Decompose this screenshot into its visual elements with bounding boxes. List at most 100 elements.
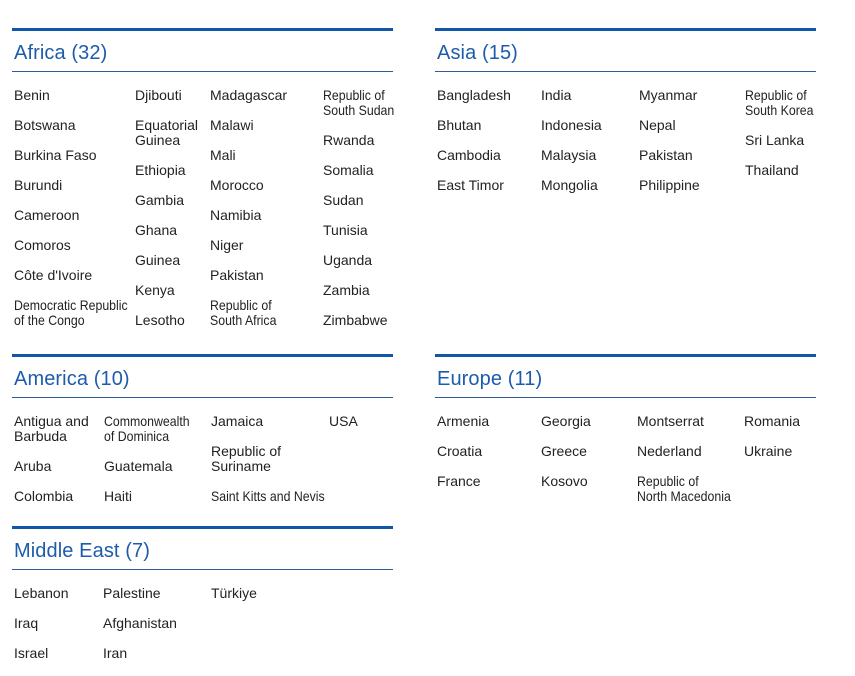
section-africa: Africa (32) Benin Botswana Burkina Faso Buru… [12,28,394,354]
country-item[interactable]: Aruba [14,458,52,474]
country-item[interactable]: Türkiye [211,585,257,601]
country-column: Armenia Croatia France [437,414,541,519]
country-item[interactable]: Malaysia [541,147,597,163]
country-column: Djibouti Equatorial Guinea Ethiopia Gambia G… [135,88,210,343]
country-item[interactable]: Palestine [103,585,161,601]
country-item[interactable]: Niger [210,237,244,253]
country-column: Commonwealth of Dominica Guatemala Haiti [104,414,211,519]
country-item[interactable]: Ghana [135,222,178,238]
country-item[interactable]: Republic of Suriname [211,443,282,474]
country-item[interactable]: Democratic Republic of the Congo [14,297,128,328]
country-item[interactable]: Malawi [210,117,254,133]
country-item[interactable]: Guatemala [104,458,173,474]
country-item[interactable]: Lesotho [135,312,185,328]
section-title: Middle East (7) [12,529,393,570]
country-column: Jamaica Republic of Suriname Saint Kitts a… [211,414,329,519]
country-item[interactable]: Somalia [323,162,374,178]
country-column: India Indonesia Malaysia Mongolia [541,88,639,208]
country-item[interactable]: Rwanda [323,132,375,148]
country-column: Benin Botswana Burkina Faso Burundi Cameroon… [14,88,135,343]
country-item[interactable]: India [541,87,572,103]
country-item[interactable]: Lebanon [14,585,69,601]
country-column: Myanmar Nepal Pakistan Philippine [639,88,745,208]
country-item[interactable]: Kenya [135,282,175,298]
country-item[interactable]: Morocco [210,177,264,193]
country-item[interactable]: USA [329,413,358,429]
country-item[interactable]: Kosovo [541,473,588,489]
country-column: Antigua and Barbuda Aruba Colombia [14,414,104,519]
country-column: Republic of South Korea Sri Lanka Thailand [745,88,823,208]
country-column: Madagascar Malawi Mali Morocco Namibia Niger P… [210,88,323,343]
country-item[interactable]: Ukraine [744,443,793,459]
country-item[interactable]: Israel [14,645,49,661]
country-item[interactable]: Greece [541,443,587,459]
country-item[interactable]: Montserrat [637,413,704,429]
country-item[interactable]: Namibia [210,207,262,223]
country-list: Lebanon Iraq Israel Palestine Afghanistan Ira… [12,570,393,676]
country-item[interactable]: Equatorial Guinea [135,117,199,148]
country-column: Georgia Greece Kosovo [541,414,637,519]
country-item[interactable]: Mongolia [541,177,598,193]
section-title: Europe (11) [435,357,816,398]
country-item[interactable]: Bangladesh [437,87,511,103]
country-column: Lebanon Iraq Israel [14,586,103,676]
country-item[interactable]: Republic of South Africa [210,297,277,328]
country-item[interactable]: Gambia [135,192,185,208]
country-item[interactable]: Haiti [104,488,133,504]
country-item[interactable]: Cameroon [14,207,80,223]
section-title: Africa (32) [12,31,393,72]
country-item[interactable]: Croatia [437,443,483,459]
country-item[interactable]: Indonesia [541,117,602,133]
country-item[interactable]: Burundi [14,177,63,193]
country-item[interactable]: Uganda [323,252,373,268]
country-item[interactable]: Sudan [323,192,364,208]
country-item[interactable]: Thailand [745,162,799,178]
country-item[interactable]: Djibouti [135,87,182,103]
country-item[interactable]: Iraq [14,615,39,631]
country-item[interactable]: Zimbabwe [323,312,388,328]
country-item[interactable]: Romania [744,413,801,429]
country-item[interactable]: Republic of South Sudan [323,87,395,118]
country-item[interactable]: Afghanistan [103,615,177,631]
country-item[interactable]: Ethiopia [135,162,186,178]
section-europe: Europe (11) Armenia Croatia France Georgia Gr… [435,354,816,526]
country-item[interactable]: Antigua and Barbuda [14,413,89,444]
country-item[interactable]: Bhutan [437,117,482,133]
country-item[interactable]: Burkina Faso [14,147,97,163]
country-item[interactable]: Zambia [323,282,370,298]
country-item[interactable]: Commonwealth of Dominica [104,413,190,444]
country-item[interactable]: Saint Kitts and Nevis [211,488,325,504]
country-item[interactable]: Nederland [637,443,702,459]
country-item[interactable]: Côte d'Ivoire [14,267,93,283]
country-item[interactable]: Philippine [639,177,700,193]
country-column: Palestine Afghanistan Iran [103,586,211,676]
country-item[interactable]: Jamaica [211,413,264,429]
section-asia: Asia (15) Bangladesh Bhutan Cambodia East Ti… [435,28,816,354]
country-item[interactable]: Tunisia [323,222,368,238]
country-item[interactable]: East Timor [437,177,504,193]
country-item[interactable]: Pakistan [639,147,693,163]
country-item[interactable]: France [437,473,481,489]
country-item[interactable]: Cambodia [437,147,501,163]
country-item[interactable]: Myanmar [639,87,698,103]
country-item[interactable]: Comoros [14,237,71,253]
country-item[interactable]: Pakistan [210,267,264,283]
country-item[interactable]: Colombia [14,488,74,504]
country-list: Benin Botswana Burkina Faso Burundi Cameroon… [12,72,394,343]
country-item[interactable]: Armenia [437,413,490,429]
country-item[interactable]: Republic of South Korea [745,87,814,118]
country-item[interactable]: Benin [14,87,50,103]
country-item[interactable]: Botswana [14,117,76,133]
country-item[interactable]: Republic of North Macedonia [637,473,731,504]
country-item[interactable]: Georgia [541,413,591,429]
country-item[interactable]: Sri Lanka [745,132,805,148]
country-item[interactable]: Nepal [639,117,676,133]
country-item[interactable]: Guinea [135,252,181,268]
country-item[interactable]: Madagascar [210,87,288,103]
country-column: Republic of South Sudan Rwanda Somalia Suda… [323,88,404,343]
country-item[interactable]: Mali [210,147,236,163]
country-list: Bangladesh Bhutan Cambodia East Timor India I… [435,72,816,208]
section-middle-east: Middle East (7) Lebanon Iraq Israel Palestin… [12,526,393,676]
country-item[interactable]: Iran [103,645,128,661]
